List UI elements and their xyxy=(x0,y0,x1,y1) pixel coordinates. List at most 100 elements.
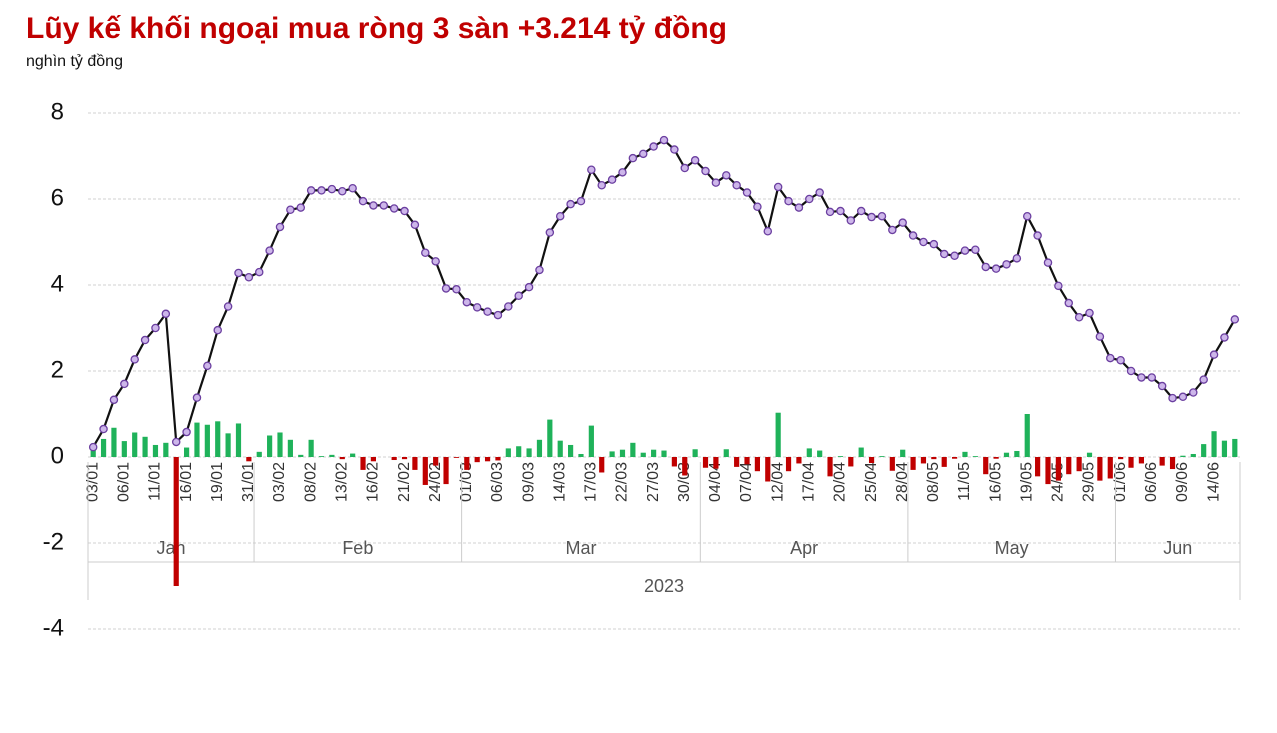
year-label: 2023 xyxy=(644,576,684,596)
bar xyxy=(453,457,460,458)
line-marker xyxy=(1147,373,1157,382)
line-marker xyxy=(348,183,357,193)
line-marker xyxy=(680,163,690,173)
bar xyxy=(111,427,117,457)
line-marker xyxy=(306,186,316,195)
line-marker xyxy=(981,262,990,272)
line-marker xyxy=(950,251,959,261)
bar xyxy=(235,423,242,457)
line-marker xyxy=(483,307,492,316)
line-marker xyxy=(223,302,233,311)
bar xyxy=(267,435,273,457)
line-marker xyxy=(939,249,949,259)
y-tick-label: -2 xyxy=(43,528,64,555)
bar xyxy=(298,454,304,457)
line-marker xyxy=(670,145,679,154)
x-tick-label: 30/03 xyxy=(676,462,693,502)
x-tick-label: 03/01 xyxy=(84,462,101,502)
line-marker xyxy=(462,297,472,307)
line-marker xyxy=(1168,393,1177,403)
line-marker xyxy=(1137,373,1146,382)
line-marker xyxy=(1043,258,1053,267)
bar xyxy=(391,457,397,461)
x-tick-label: 06/01 xyxy=(116,462,133,502)
bar xyxy=(495,457,501,461)
line-marker xyxy=(1178,392,1188,402)
bar xyxy=(599,457,605,473)
line-marker xyxy=(338,187,347,196)
bar xyxy=(360,457,366,470)
x-tick-label: 06/03 xyxy=(489,462,506,502)
x-tick-label: 16/01 xyxy=(178,462,195,502)
bar xyxy=(246,457,252,462)
line-marker xyxy=(1220,333,1229,342)
line-marker xyxy=(1002,260,1011,269)
month-label: Apr xyxy=(790,538,818,558)
x-tick-label: 28/04 xyxy=(894,462,911,502)
bar xyxy=(1045,457,1051,485)
bar xyxy=(1128,457,1134,468)
x-tick-label: 14/06 xyxy=(1205,462,1222,502)
line-marker xyxy=(1189,388,1198,397)
line-marker xyxy=(130,355,139,364)
bar xyxy=(443,457,449,485)
line-marker xyxy=(524,282,534,292)
bar xyxy=(692,449,698,457)
bar xyxy=(920,457,927,464)
bar xyxy=(1086,452,1093,457)
bar xyxy=(526,448,532,457)
line-marker xyxy=(1116,355,1125,365)
bar xyxy=(152,444,159,457)
line-marker xyxy=(1012,254,1022,263)
bar xyxy=(765,457,771,482)
x-tick-label: 31/01 xyxy=(240,462,257,502)
line-marker xyxy=(815,188,824,197)
line-marker xyxy=(493,310,503,320)
line-marker xyxy=(109,395,119,405)
bar xyxy=(702,457,709,468)
month-label: Mar xyxy=(565,538,596,558)
bar xyxy=(630,442,636,457)
bar xyxy=(941,457,947,467)
line-marker xyxy=(244,273,254,282)
line-marker xyxy=(88,442,98,452)
bar xyxy=(900,449,906,457)
y-tick-label: 4 xyxy=(51,270,64,297)
line-marker xyxy=(825,207,835,217)
line-marker xyxy=(888,225,897,235)
bar xyxy=(868,457,875,464)
bar xyxy=(785,457,792,472)
y-tick-label: 0 xyxy=(51,442,64,469)
bar xyxy=(879,456,885,457)
line-marker xyxy=(649,142,658,151)
bar xyxy=(1201,444,1207,457)
line-marker xyxy=(317,186,326,195)
bar xyxy=(142,436,148,457)
bar xyxy=(412,457,418,470)
bar xyxy=(121,441,127,457)
x-tick-label: 11/05 xyxy=(956,462,973,501)
bar xyxy=(993,457,999,459)
bar xyxy=(1014,450,1020,457)
line-marker xyxy=(1126,366,1136,376)
bar xyxy=(422,457,428,485)
line-marker xyxy=(514,291,523,300)
bar xyxy=(1190,453,1196,457)
line-marker xyxy=(919,237,928,247)
bar xyxy=(464,457,470,470)
line-marker xyxy=(908,231,918,240)
x-tick-label: 13/02 xyxy=(333,462,350,502)
line-marker xyxy=(638,149,648,159)
bar xyxy=(1232,438,1238,457)
x-tick-label: 16/05 xyxy=(987,462,1004,502)
bar xyxy=(671,457,677,467)
bar xyxy=(858,447,864,457)
month-label: May xyxy=(995,538,1029,558)
line-marker xyxy=(991,264,1001,273)
bar xyxy=(609,451,615,457)
line-marker xyxy=(701,166,710,176)
bar xyxy=(1169,457,1176,470)
line-marker xyxy=(1095,332,1105,341)
bar xyxy=(723,449,729,457)
